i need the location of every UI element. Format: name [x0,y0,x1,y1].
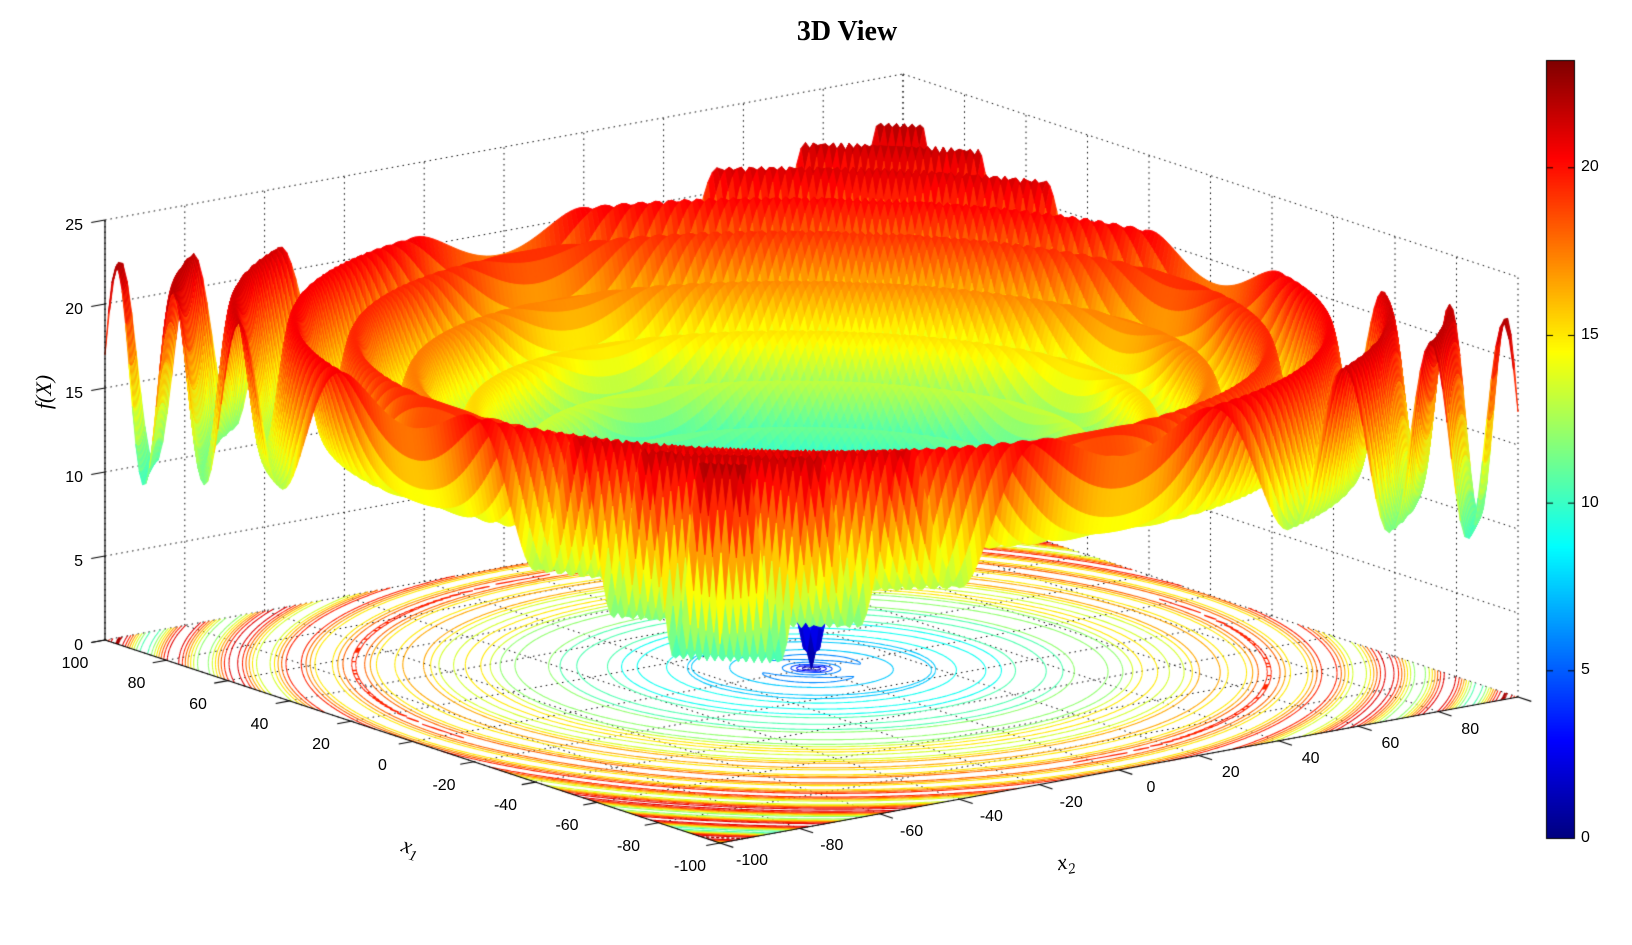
x1-tick-label: -20 [432,776,456,794]
colorbar [1540,54,1630,854]
x1-tick-label: -80 [616,837,641,855]
x1-tick-label: -60 [555,817,579,835]
x2-tick-label: -100 [735,852,769,869]
x2-tick-label: 80 [1461,720,1480,738]
x2-tick-label: 20 [1221,764,1240,782]
x2-tick-label: -80 [820,837,844,855]
x2-tick-label: -20 [1059,793,1083,811]
x2-tick-label: -60 [900,822,924,840]
x1-tick-label: 0 [378,756,387,774]
colorbar-tick-label: 10 [1581,493,1599,511]
z-tick-label: 5 [74,553,83,570]
x1-tick-label: -100 [673,858,707,875]
colorbar-tick-label: 5 [1581,661,1590,679]
z-tick-label: 25 [65,217,83,234]
z-axis-label: f(X) [31,375,57,409]
x1-tick-label: 20 [312,736,330,754]
chart-title: 3D View [796,16,898,47]
z-tick-label: 10 [65,469,83,486]
z-tick-label: 0 [74,637,83,654]
x2-tick-label: 60 [1381,735,1400,753]
x2-tick-label: 40 [1301,749,1320,767]
x1-tick-label: 100 [61,655,89,672]
z-axis-label-text: f(X) [31,374,56,410]
x2-tick-label: -40 [979,808,1003,826]
colorbar-tick-label: 15 [1581,325,1599,343]
z-tick-label: 15 [65,385,83,402]
colorbar-tick-label: 0 [1581,829,1590,846]
x1-tick-label: 60 [189,695,207,713]
x1-tick-label: 40 [250,715,269,733]
x2-tick-label: 0 [1146,779,1156,796]
colorbar-tick-label: 20 [1581,158,1599,176]
x1-tick-label: 80 [127,675,146,693]
z-tick-label: 20 [65,301,83,318]
x1-tick-label: -40 [493,797,518,815]
